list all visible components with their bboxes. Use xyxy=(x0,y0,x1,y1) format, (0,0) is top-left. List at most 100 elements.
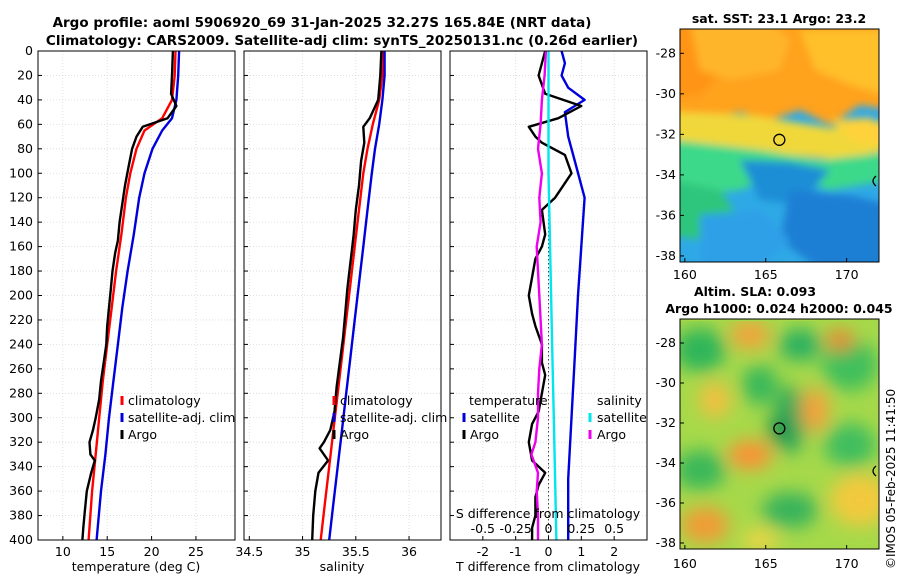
sst-map-ticks: -28 -30 -32 -34 -36 -38 160 165 170 xyxy=(656,45,859,282)
sst-map-panel: sat. SST: 23.1 Argo: 23.2 -28 -30 -32 -34 -3… xyxy=(656,11,880,282)
map-x-tick-label: 160 xyxy=(673,556,697,571)
series-salinity-satellite xyxy=(547,51,558,540)
map-x-tick-label: 170 xyxy=(835,556,859,571)
sla-argo-position-marker xyxy=(773,422,786,435)
sst-map-frame xyxy=(679,28,880,263)
y-tick-label: 100 xyxy=(9,165,33,180)
legend-argo-label: Argo xyxy=(128,427,157,442)
y-tick-label: 40 xyxy=(17,92,33,107)
x-tick-label: 1 xyxy=(577,544,585,559)
y-tick-label: 80 xyxy=(17,141,33,156)
map-y-tick-label: -34 xyxy=(656,167,676,182)
map-y-tick-label: -36 xyxy=(656,207,676,222)
x-tick-label: 15 xyxy=(99,544,115,559)
map-y-tick-label: -38 xyxy=(656,535,676,550)
map-x-tick-label: 170 xyxy=(835,267,859,282)
sla-map-frame xyxy=(679,318,880,550)
y-tick-label: 260 xyxy=(9,361,33,376)
map-x-tick-label: 160 xyxy=(673,267,697,282)
difference-legend: temperature satellite Argo salinity sate… xyxy=(462,393,647,442)
difference-salinity-xlabel: S difference from climatology xyxy=(456,506,641,521)
y-tick-label: 300 xyxy=(9,410,33,425)
y-tick-label: 400 xyxy=(9,532,33,547)
map-y-tick-label: -30 xyxy=(656,375,676,390)
x-tick-label: 25 xyxy=(188,544,204,559)
timestamp-label: ©IMOS 05-Feb-2025 11:41:50 xyxy=(884,389,898,569)
series-climatology xyxy=(87,51,177,540)
legend-climatology-label: climatology xyxy=(340,393,413,408)
sst-map-image xyxy=(680,29,879,262)
x-tick-label: 34.5 xyxy=(235,544,263,559)
y-tick-label: 320 xyxy=(9,434,33,449)
figure-title-line2: Climatology: CARS2009. Satellite-adj cli… xyxy=(46,33,638,49)
difference-lines xyxy=(527,51,586,540)
salinity-legend: climatology satellite-adj. clim Argo xyxy=(332,393,447,442)
map-x-tick-label: 165 xyxy=(754,267,778,282)
x-tick-label: 35 xyxy=(295,544,311,559)
s-x-tick-label: 0.5 xyxy=(604,521,624,536)
y-tick-label: 140 xyxy=(9,214,33,229)
x-tick-label: -1 xyxy=(509,544,521,559)
s-x-tick-label: -0.25 xyxy=(499,521,531,536)
salinity-xlabel: salinity xyxy=(320,559,365,574)
map-y-tick-label: -30 xyxy=(656,86,676,101)
legend-temperature-title: temperature xyxy=(469,393,548,408)
y-tick-label: 240 xyxy=(9,336,33,351)
sla-map-subtitle: Argo h1000: 0.024 h2000: 0.045 xyxy=(665,301,892,316)
s-x-tick-label: 0 xyxy=(545,521,553,536)
legend-s-argo-label: Argo xyxy=(597,427,626,442)
figure-title-line1: Argo profile: aoml 5906920_69 31-Jan-202… xyxy=(53,15,592,31)
temperature-panel: 0 20 40 60 80 100 120 140 160 180 200 220 240 260 280 3… xyxy=(9,43,236,574)
y-tick-label: 340 xyxy=(9,459,33,474)
salinity-panel: 34.5 35 35.5 36 salinity climatology satell… xyxy=(235,50,447,574)
x-tick-label: 36 xyxy=(401,544,417,559)
x-tick-label: 20 xyxy=(144,544,160,559)
s-x-tick-label: 0.25 xyxy=(567,521,595,536)
map-y-tick-label: -36 xyxy=(656,495,676,510)
y-tick-label: 220 xyxy=(9,312,33,327)
sst-argo-position-marker xyxy=(773,133,786,146)
difference-xlabel: T difference from climatology xyxy=(455,559,641,574)
salinity-ticks: 34.5 35 35.5 36 xyxy=(235,50,417,559)
temperature-grid xyxy=(38,50,235,541)
y-tick-label: 200 xyxy=(9,288,33,303)
temperature-xlabel: temperature (deg C) xyxy=(72,559,201,574)
series-satellite-adj-clim xyxy=(328,51,386,540)
sla-map-image xyxy=(680,319,879,549)
series-argo xyxy=(311,51,383,540)
difference-panel: -2 -1 0 1 2 -0.5 -0.25 0 0.25 0.5 T difference fr… xyxy=(449,50,648,574)
temperature-axes-frame xyxy=(37,50,236,541)
sla-map-panel: Altim. SLA: 0.093 Argo h1000: 0.024 h200… xyxy=(656,284,893,571)
y-tick-label: 60 xyxy=(17,116,33,131)
map-y-tick-label: -38 xyxy=(656,248,676,263)
sla-edge-mark xyxy=(872,465,877,477)
legend-argo-label: Argo xyxy=(340,427,369,442)
map-y-tick-label: -28 xyxy=(656,335,676,350)
map-y-tick-label: -32 xyxy=(656,415,676,430)
y-tick-label: 160 xyxy=(9,239,33,254)
s-x-tick-label: -0.5 xyxy=(471,521,495,536)
sst-edge-mark xyxy=(872,175,877,187)
sla-map-ticks: -28 -30 -32 -34 -36 -38 160 165 170 xyxy=(656,335,859,571)
y-tick-label: 280 xyxy=(9,385,33,400)
legend-salinity-title: salinity xyxy=(597,393,642,408)
difference-ticks: -2 -1 0 1 2 -0.5 -0.25 0 0.25 0.5 xyxy=(450,50,624,559)
y-tick-label: 0 xyxy=(25,43,33,58)
legend-satellite-label: satellite-adj. clim xyxy=(128,410,235,425)
sst-map-title: sat. SST: 23.1 Argo: 23.2 xyxy=(692,11,866,26)
map-x-tick-label: 165 xyxy=(754,556,778,571)
series-temperature-satellite xyxy=(560,51,586,540)
map-y-tick-label: -32 xyxy=(656,126,676,141)
y-tick-label: 380 xyxy=(9,508,33,523)
legend-s-satellite-label: satellite xyxy=(597,410,647,425)
x-tick-label: 10 xyxy=(55,544,71,559)
x-tick-label: 35.5 xyxy=(342,544,370,559)
series-climatology xyxy=(319,51,385,540)
x-tick-label: 0 xyxy=(545,544,553,559)
y-tick-label: 180 xyxy=(9,263,33,278)
salinity-axes-frame xyxy=(243,50,442,541)
map-y-tick-label: -28 xyxy=(656,45,676,60)
legend-t-satellite-label: satellite xyxy=(470,410,520,425)
x-tick-label: 2 xyxy=(610,544,618,559)
